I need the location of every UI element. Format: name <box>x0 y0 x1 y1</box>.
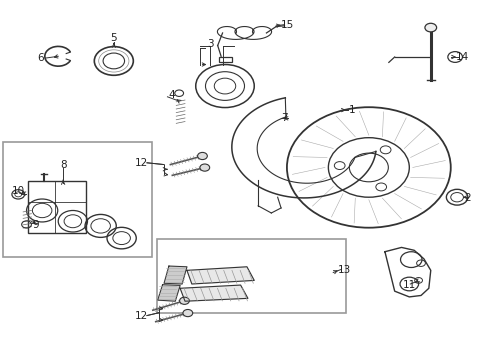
Polygon shape <box>186 267 254 284</box>
Bar <box>27 181 86 233</box>
Bar <box>218 57 232 62</box>
Text: 4: 4 <box>168 90 174 100</box>
Text: 8: 8 <box>60 159 66 170</box>
Circle shape <box>179 297 189 304</box>
Circle shape <box>200 164 209 171</box>
Text: 11: 11 <box>402 280 415 290</box>
Text: 7: 7 <box>281 113 287 123</box>
Polygon shape <box>180 285 247 301</box>
Text: 15: 15 <box>280 20 293 30</box>
Polygon shape <box>163 266 186 284</box>
Text: 5: 5 <box>110 33 117 43</box>
Circle shape <box>424 23 436 32</box>
Text: 3: 3 <box>206 40 213 49</box>
Bar <box>3 142 152 257</box>
Text: 13: 13 <box>337 265 350 275</box>
Text: 9: 9 <box>32 220 39 230</box>
Text: 10: 10 <box>12 186 25 197</box>
Text: 1: 1 <box>348 105 354 115</box>
Text: 12: 12 <box>134 311 147 320</box>
Circle shape <box>183 310 192 317</box>
Text: 12: 12 <box>134 158 147 168</box>
Text: 6: 6 <box>37 53 44 63</box>
Circle shape <box>197 152 207 159</box>
Polygon shape <box>158 285 180 301</box>
Text: 2: 2 <box>464 193 470 203</box>
Bar <box>157 239 345 313</box>
Text: 14: 14 <box>454 52 468 62</box>
